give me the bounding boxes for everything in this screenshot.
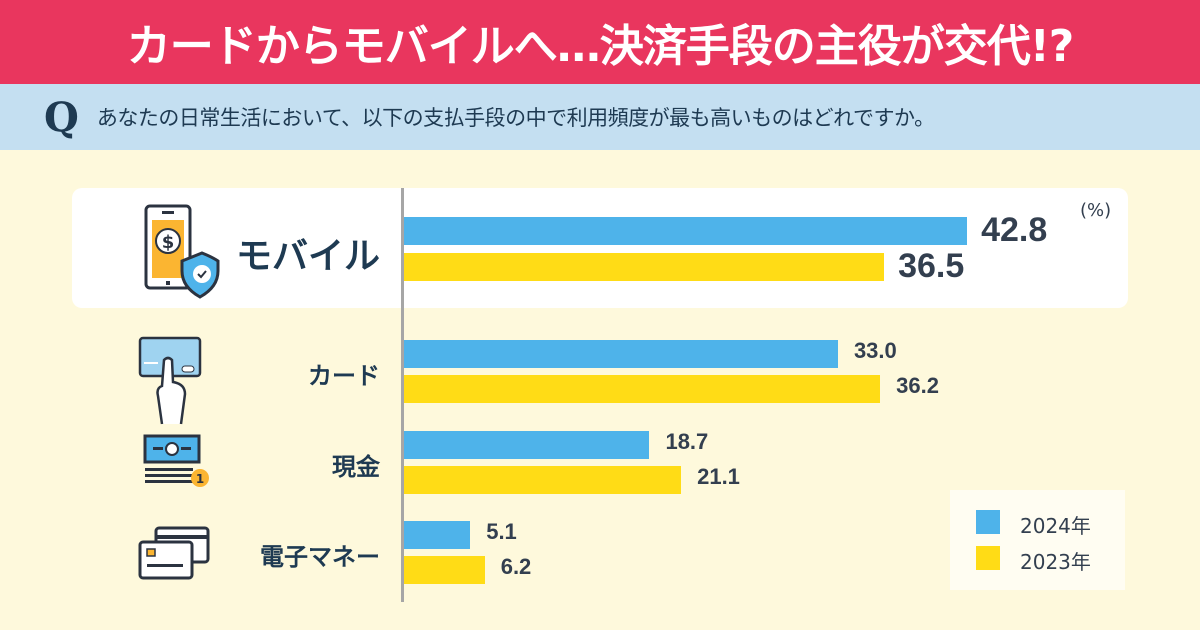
svg-text:1: 1 (196, 472, 204, 486)
data-label: 6.2 (500, 554, 532, 579)
axis-line (401, 188, 404, 602)
category-label: カード (308, 362, 380, 390)
smartphone-shield-icon: $ (144, 204, 220, 299)
bar-2024 (403, 217, 968, 245)
unit-label: (%) (1080, 200, 1112, 221)
bar-2024 (403, 340, 838, 368)
svg-text:$: $ (162, 232, 175, 253)
data-label: 42.8 (981, 211, 1048, 249)
data-label: 5.1 (486, 519, 517, 544)
legend-swatch-2024 (976, 510, 1000, 534)
credit-card-hand-icon (138, 336, 202, 425)
highlight-panel (72, 188, 1128, 308)
data-label: 36.2 (896, 373, 939, 398)
data-label: 18.7 (665, 429, 709, 454)
title-banner: カードからモバイルへ…決済手段の主役が交代!? (0, 0, 1200, 84)
legend: 2024年 2023年 (950, 490, 1125, 590)
legend-label-2024: 2024年 (1020, 514, 1091, 538)
category-label: 現金 (332, 453, 380, 481)
data-label: 36.5 (898, 247, 965, 285)
data-label: 33.0 (853, 338, 897, 363)
bar-2024 (403, 521, 471, 549)
question-text: あなたの日常生活において、以下の支払手段の中で利用頻度が最も高いものはどれですか… (96, 106, 935, 130)
data-label: 21.1 (697, 464, 740, 489)
question-mark-label: Q (44, 93, 79, 141)
page-title: カードからモバイルへ…決済手段の主役が交代!? (126, 21, 1075, 72)
legend-swatch-2023 (976, 546, 1000, 570)
cash-bills-icon: 1 (143, 434, 209, 487)
legend-label-2023: 2023年 (1020, 550, 1091, 574)
bar-2023 (403, 375, 881, 403)
bar-2024 (403, 431, 650, 459)
bar-2023 (403, 253, 885, 281)
category-label: 電子マネー (260, 543, 380, 571)
bar-2023 (403, 466, 682, 494)
question-banner: Q あなたの日常生活において、以下の支払手段の中で利用頻度が最も高いものはどれで… (0, 84, 1200, 150)
category-label: モバイル (235, 236, 380, 277)
bar-2023 (403, 556, 485, 584)
cards-icon (138, 526, 210, 580)
